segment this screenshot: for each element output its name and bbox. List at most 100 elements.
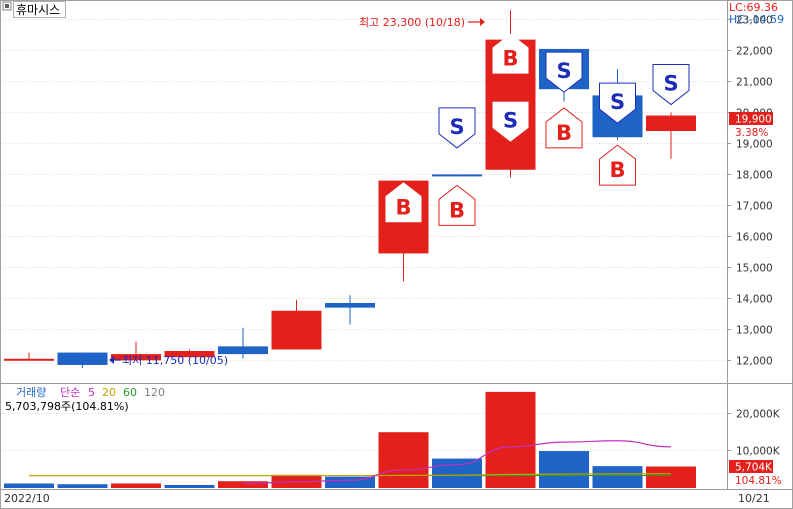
price-axis: 12,000 13,000 14,000 15,000 16,000 17,000 18,0… [727,15,773,368]
high-annotation-text: 최고 23,300 (10/18) [359,16,465,29]
low-annotation-text: 최저 11,750 (10/05) [122,354,228,367]
volume-bar [218,481,268,488]
sell-marker-label: S [610,90,625,114]
candle-body [646,115,696,132]
current-price-box [729,112,773,125]
sell-marker-label: S [503,109,518,133]
volume-bar [646,466,696,488]
signal-markers: B S B B S S B S B S [385,33,690,226]
volume-axis: 10,000K 20,000K [727,409,781,458]
signal-marker: B [492,33,529,74]
buy-marker-shape [599,144,636,186]
legend-ma120: 120 [144,386,165,399]
volume-bar [57,484,108,488]
price-tick-label: 22,000 [736,46,773,58]
current-volume-pct: 104.81% [735,475,782,487]
end-date: 10/21 [738,492,770,505]
buy-marker-shape [385,182,422,223]
title-box-icon-inner [5,4,9,8]
volume-readout: 5,703,798주(104.81%) [5,400,129,413]
price-tick-label: 21,000 [736,77,773,89]
signal-marker: B [599,144,636,186]
signal-marker: S [599,82,636,124]
price-tick-label: 12,000 [736,356,773,368]
buy-marker-label: B [609,158,625,182]
volume-ma5-line [242,440,672,485]
sell-marker-label: S [449,115,464,139]
volume-bar [432,458,482,488]
signal-marker: S [492,101,529,142]
price-tick-label: 23,000 [736,15,773,27]
volume-tick-label: 20,000K [736,409,781,421]
legend-simple: 단순 [60,386,80,399]
candle-body [218,346,268,355]
volume-bar [325,476,375,488]
volume-bar [539,451,589,488]
signal-marker: S [438,107,476,149]
candle-body [325,302,375,308]
volume-tick-label: 10,000K [736,446,781,458]
buy-marker-shape [438,184,476,226]
sell-marker-label: S [663,72,678,96]
legend-volume: 거래량 [16,386,46,399]
lc-readout: LC:69.36 [729,1,778,14]
low-annotation: 최저 11,750 (10/05) [109,354,228,367]
price-grid [2,19,727,361]
start-date: 2022/10 [4,492,50,505]
price-tick-label: 19,000 [736,139,773,151]
candle-body [164,351,215,358]
volume-grid [2,413,727,451]
volume-ma20-line [28,473,672,477]
candle-body [4,358,54,361]
sell-marker-shape [599,82,636,124]
high-arrow-head [480,18,485,26]
volume-bar [111,483,161,488]
low-arrow-head [109,356,114,364]
signal-marker: B [385,182,422,223]
sell-marker-shape [492,101,529,142]
sell-marker-shape [545,51,583,93]
buy-marker-label: B [502,47,518,71]
signal-marker: B [545,107,583,149]
buy-marker-shape [545,107,583,149]
volume-moving-averages [28,440,672,485]
buy-marker-label: B [449,198,465,222]
volume-bar [378,432,429,488]
buy-marker-label: B [395,195,411,219]
price-tick-label: 15,000 [736,263,773,275]
price-tick-label: 13,000 [736,325,773,337]
price-tick-label: 17,000 [736,201,773,213]
current-price-label: 19,900 [735,114,772,126]
legend-ma20: 20 [102,386,116,399]
volume-bar [4,483,54,488]
price-tick-label: 16,000 [736,232,773,244]
volume-bars [4,391,696,488]
volume-legend: 거래량 단순 5 20 60 120 5,703,798주(104.81%) [5,386,165,413]
price-tick-label: 14,000 [736,294,773,306]
title-box-bg [13,1,66,18]
volume-bar [592,466,643,488]
volume-bar [485,391,536,488]
current-volume-box [729,460,773,473]
hc-readout: HC:-14.59 [729,13,784,26]
signal-marker: S [652,64,690,106]
price-tick-label: 18,000 [736,170,773,182]
stock-title: 휴마시스 [16,3,60,17]
signal-marker: S [545,51,583,93]
buy-marker-shape [492,33,529,74]
high-annotation: 최고 23,300 (10/18) [359,16,485,29]
candle-body [271,310,322,350]
candle-body [432,174,482,177]
title-box[interactable]: 휴마시스 [2,1,66,18]
candle-body [111,354,161,361]
candle-body [57,352,108,365]
legend-ma5: 5 [88,386,95,399]
signal-marker: B [438,184,476,226]
sell-marker-shape [438,107,476,149]
candles [4,10,696,369]
current-volume-label: 5,704K [735,462,773,474]
buy-marker-label: B [556,121,572,145]
change-percent: 3.38% [735,127,768,139]
sell-marker-label: S [556,59,571,83]
